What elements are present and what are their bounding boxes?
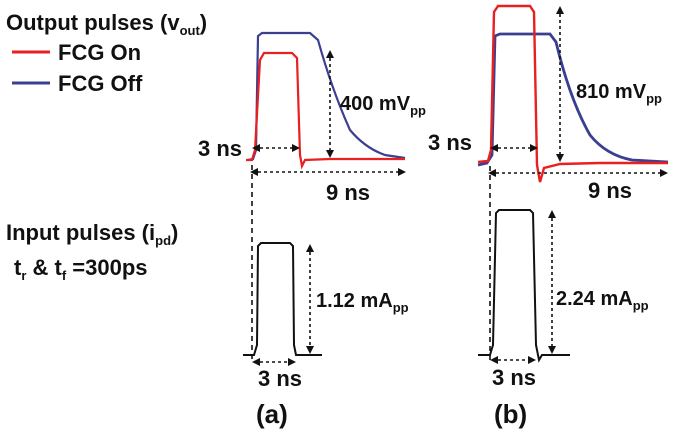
panel-a-period-label: 9 ns <box>326 180 370 205</box>
panel-b-input-pulse <box>478 209 570 363</box>
panel-a-input-width-label: 3 ns <box>258 366 302 391</box>
panel-b-output-amp-label: 810 mVpp <box>576 81 662 106</box>
panel-b: 810 mVpp 3 ns 9 ns 2.24 mApp 3 ns (b) <box>428 4 669 429</box>
legend-label-fcg-off: FCG Off <box>58 71 143 96</box>
rise-fall-label: tr & tf =300ps <box>14 255 148 283</box>
input-pulses-label: Input pulses (ipd) <box>6 220 178 248</box>
input-description: Input pulses (ipd) tr & tf =300ps <box>6 220 178 283</box>
panel-a-input-amp-label: 1.12 mApp <box>316 290 409 315</box>
panel-a-caption: (a) <box>256 399 288 429</box>
legend-label-fcg-on: FCG On <box>58 40 141 65</box>
panel-a-fcg-off-trace <box>247 31 406 162</box>
panel-a-input-pulse <box>243 242 322 356</box>
panel-b-period-label: 9 ns <box>588 178 632 203</box>
panel-a-output-amp-label: 400 mVpp <box>340 93 426 118</box>
panel-b-input-width-label: 3 ns <box>492 365 536 390</box>
panel-a: 400 mVpp 3 ns 9 ns 1.12 mApp 3 ns (a) <box>198 31 426 429</box>
legend-title: Output pulses (vout) <box>6 10 207 38</box>
panel-a-width-label: 3 ns <box>198 136 242 161</box>
legend: Output pulses (vout) FCG On FCG Off <box>6 10 207 96</box>
panel-b-caption: (b) <box>494 399 527 429</box>
panel-b-input-amp-label: 2.24 mApp <box>556 288 649 313</box>
panel-b-width-label: 3 ns <box>428 130 472 155</box>
panel-b-fcg-off-trace <box>477 32 669 167</box>
